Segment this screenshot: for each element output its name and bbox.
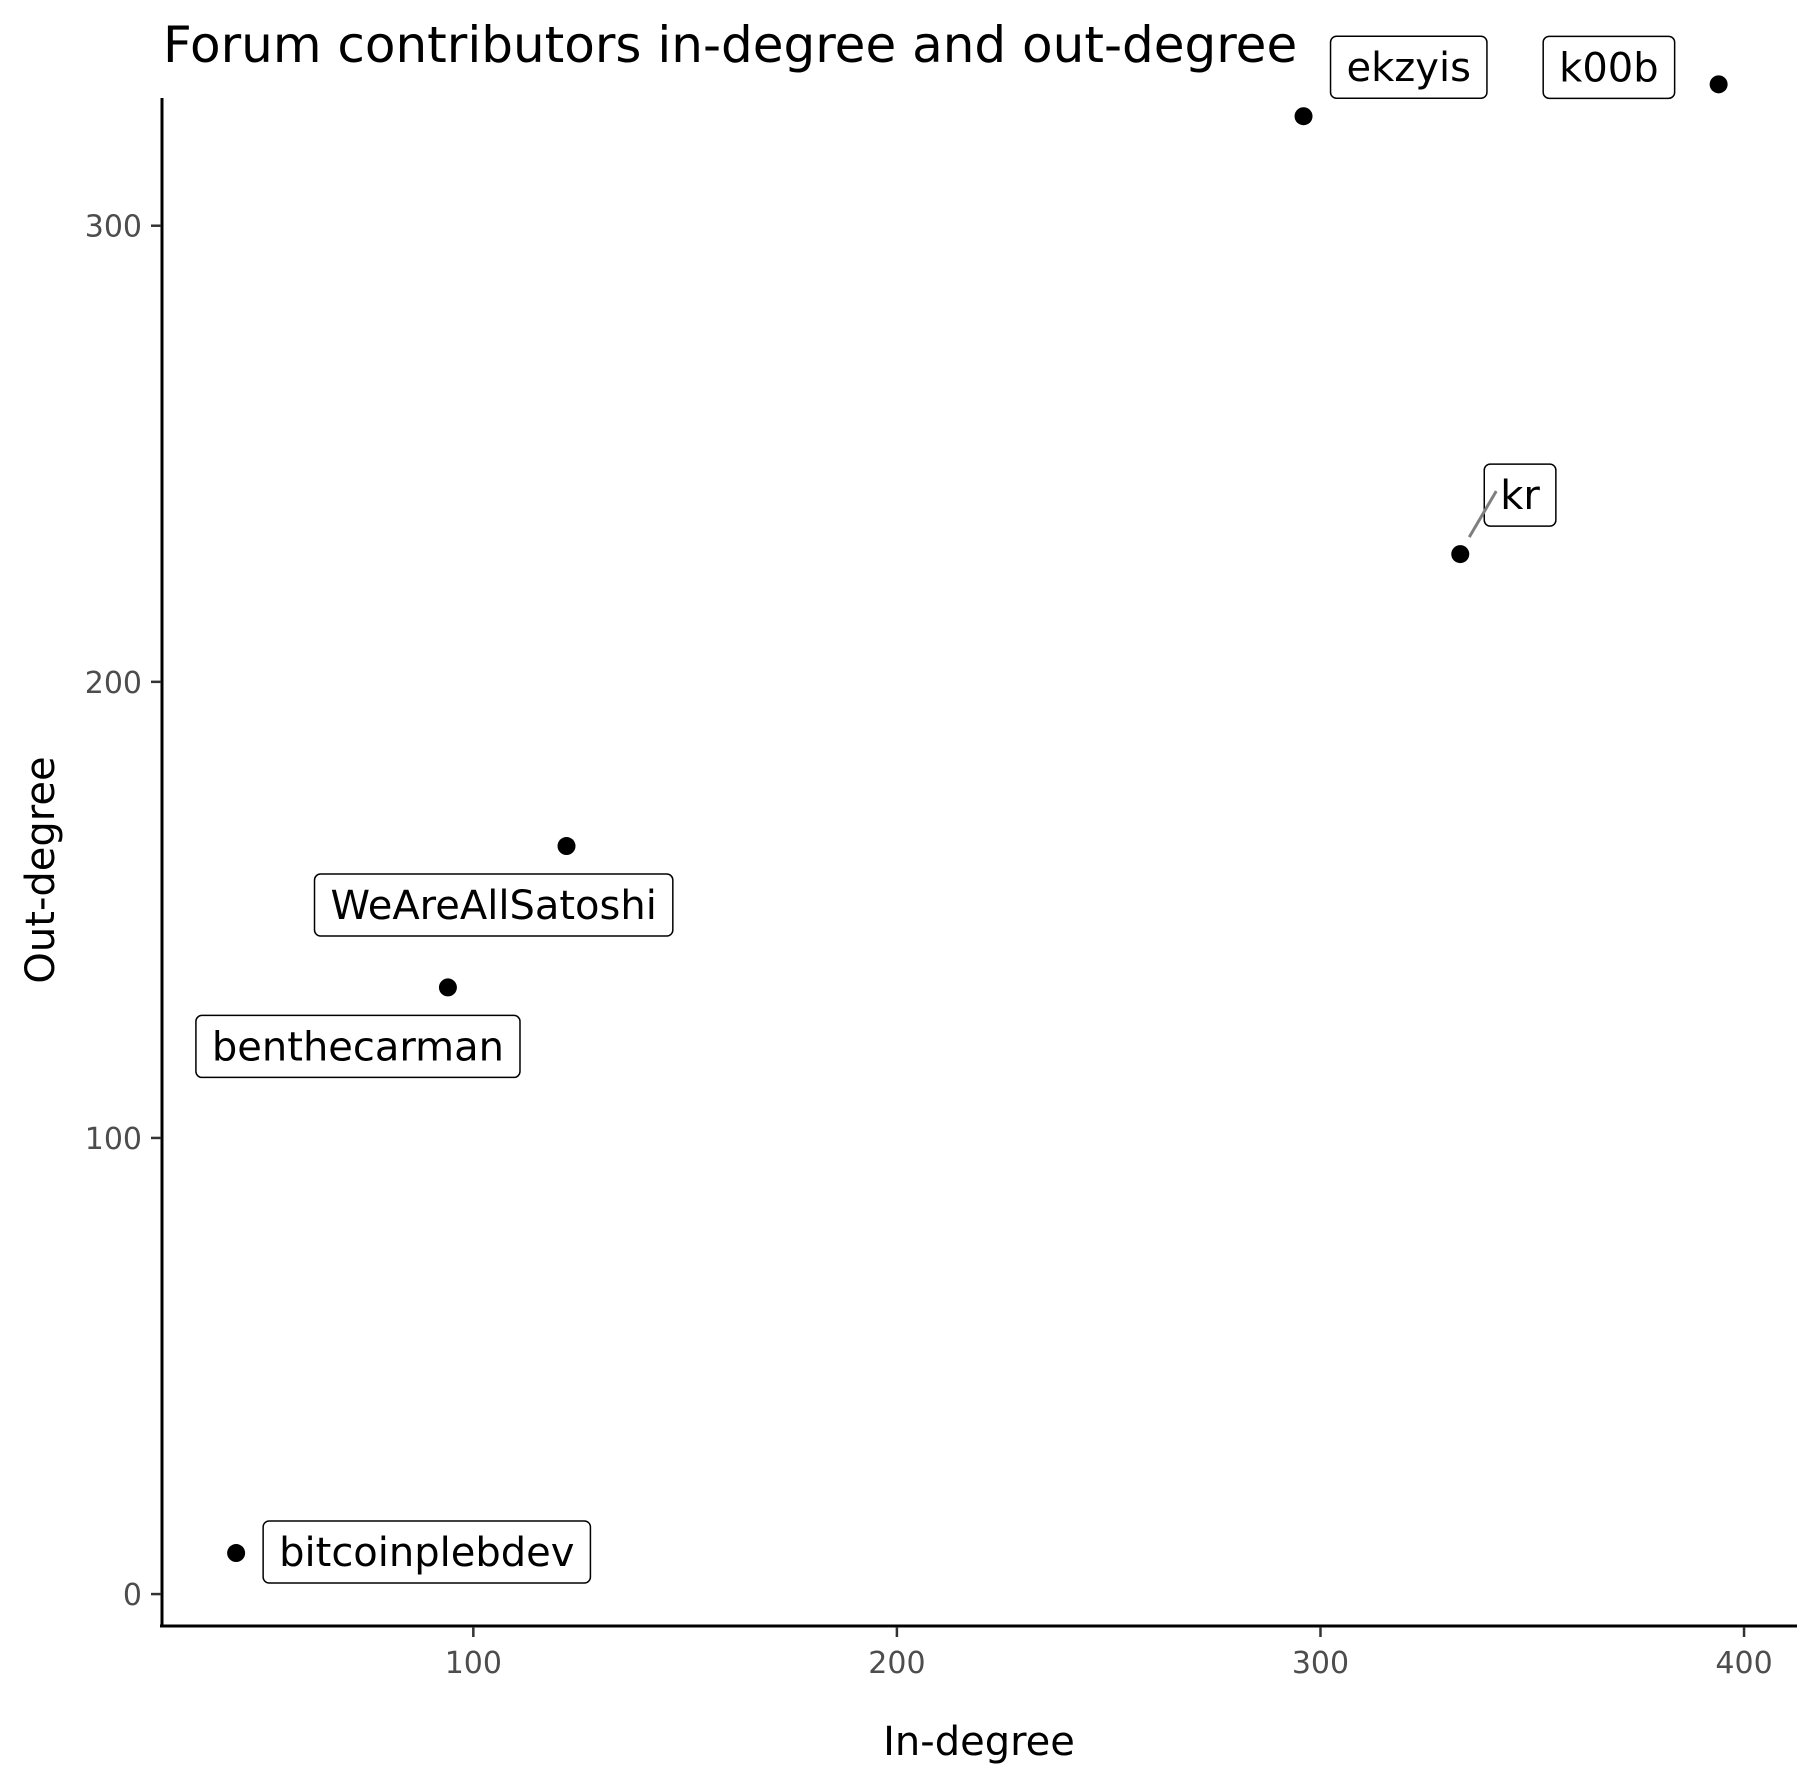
y-axis-title: Out-degree [18, 756, 64, 983]
point-label-ekzyis: ekzyis [1329, 35, 1488, 99]
point-bitcoinplebdev [227, 1544, 246, 1563]
label-box [313, 873, 674, 937]
point-label-k00b: k00b [1542, 35, 1676, 100]
x-tick-label: 400 [1715, 1646, 1772, 1681]
point-benthecarman [438, 978, 457, 997]
y-tick-label: 200 [85, 666, 142, 701]
x-tick-label: 100 [445, 1646, 502, 1681]
label-box [1542, 35, 1676, 100]
label-box [1329, 35, 1488, 99]
point-k00b [1709, 75, 1728, 94]
point-kr [1451, 545, 1470, 564]
point-label-kr: kr [1467, 463, 1557, 538]
label-box [1483, 463, 1557, 527]
label-box [262, 1520, 592, 1584]
point-ekzyis [1294, 107, 1313, 126]
x-axis-title: In-degree [883, 1719, 1075, 1765]
y-tick-label: 100 [85, 1122, 142, 1157]
point-label-text: kr [1500, 473, 1540, 519]
x-tick-label: 200 [868, 1646, 925, 1681]
y-axis-ticks: 0 100 200 300 [85, 210, 161, 1613]
point-label-benthecarman: benthecarman [195, 1014, 521, 1079]
y-tick-label: 0 [123, 1578, 142, 1613]
point-label-bitcoinplebdev: bitcoinplebdev [262, 1520, 592, 1584]
point-label-text: WeAreAllSatoshi [331, 883, 657, 929]
point-label-text: k00b [1559, 45, 1658, 91]
point-label-text: bitcoinplebdev [279, 1530, 574, 1576]
data-points: k00b ekzyis kr WeAreAllSatoshi benthecarman b… [195, 35, 1728, 1584]
x-axis-ticks: 100 200 300 400 [445, 1627, 1773, 1681]
point-label-text: benthecarman [212, 1024, 504, 1070]
x-tick-label: 300 [1292, 1646, 1349, 1681]
point-label-text: ekzyis [1347, 45, 1471, 91]
point-WeAreAllSatoshi [557, 837, 576, 856]
label-box [195, 1014, 521, 1079]
chart-title: Forum contributors in-degree and out-deg… [163, 16, 1297, 74]
label-leader-line [1467, 490, 1498, 538]
y-tick-label: 300 [85, 210, 142, 245]
point-label-WeAreAllSatoshi: WeAreAllSatoshi [313, 873, 674, 937]
